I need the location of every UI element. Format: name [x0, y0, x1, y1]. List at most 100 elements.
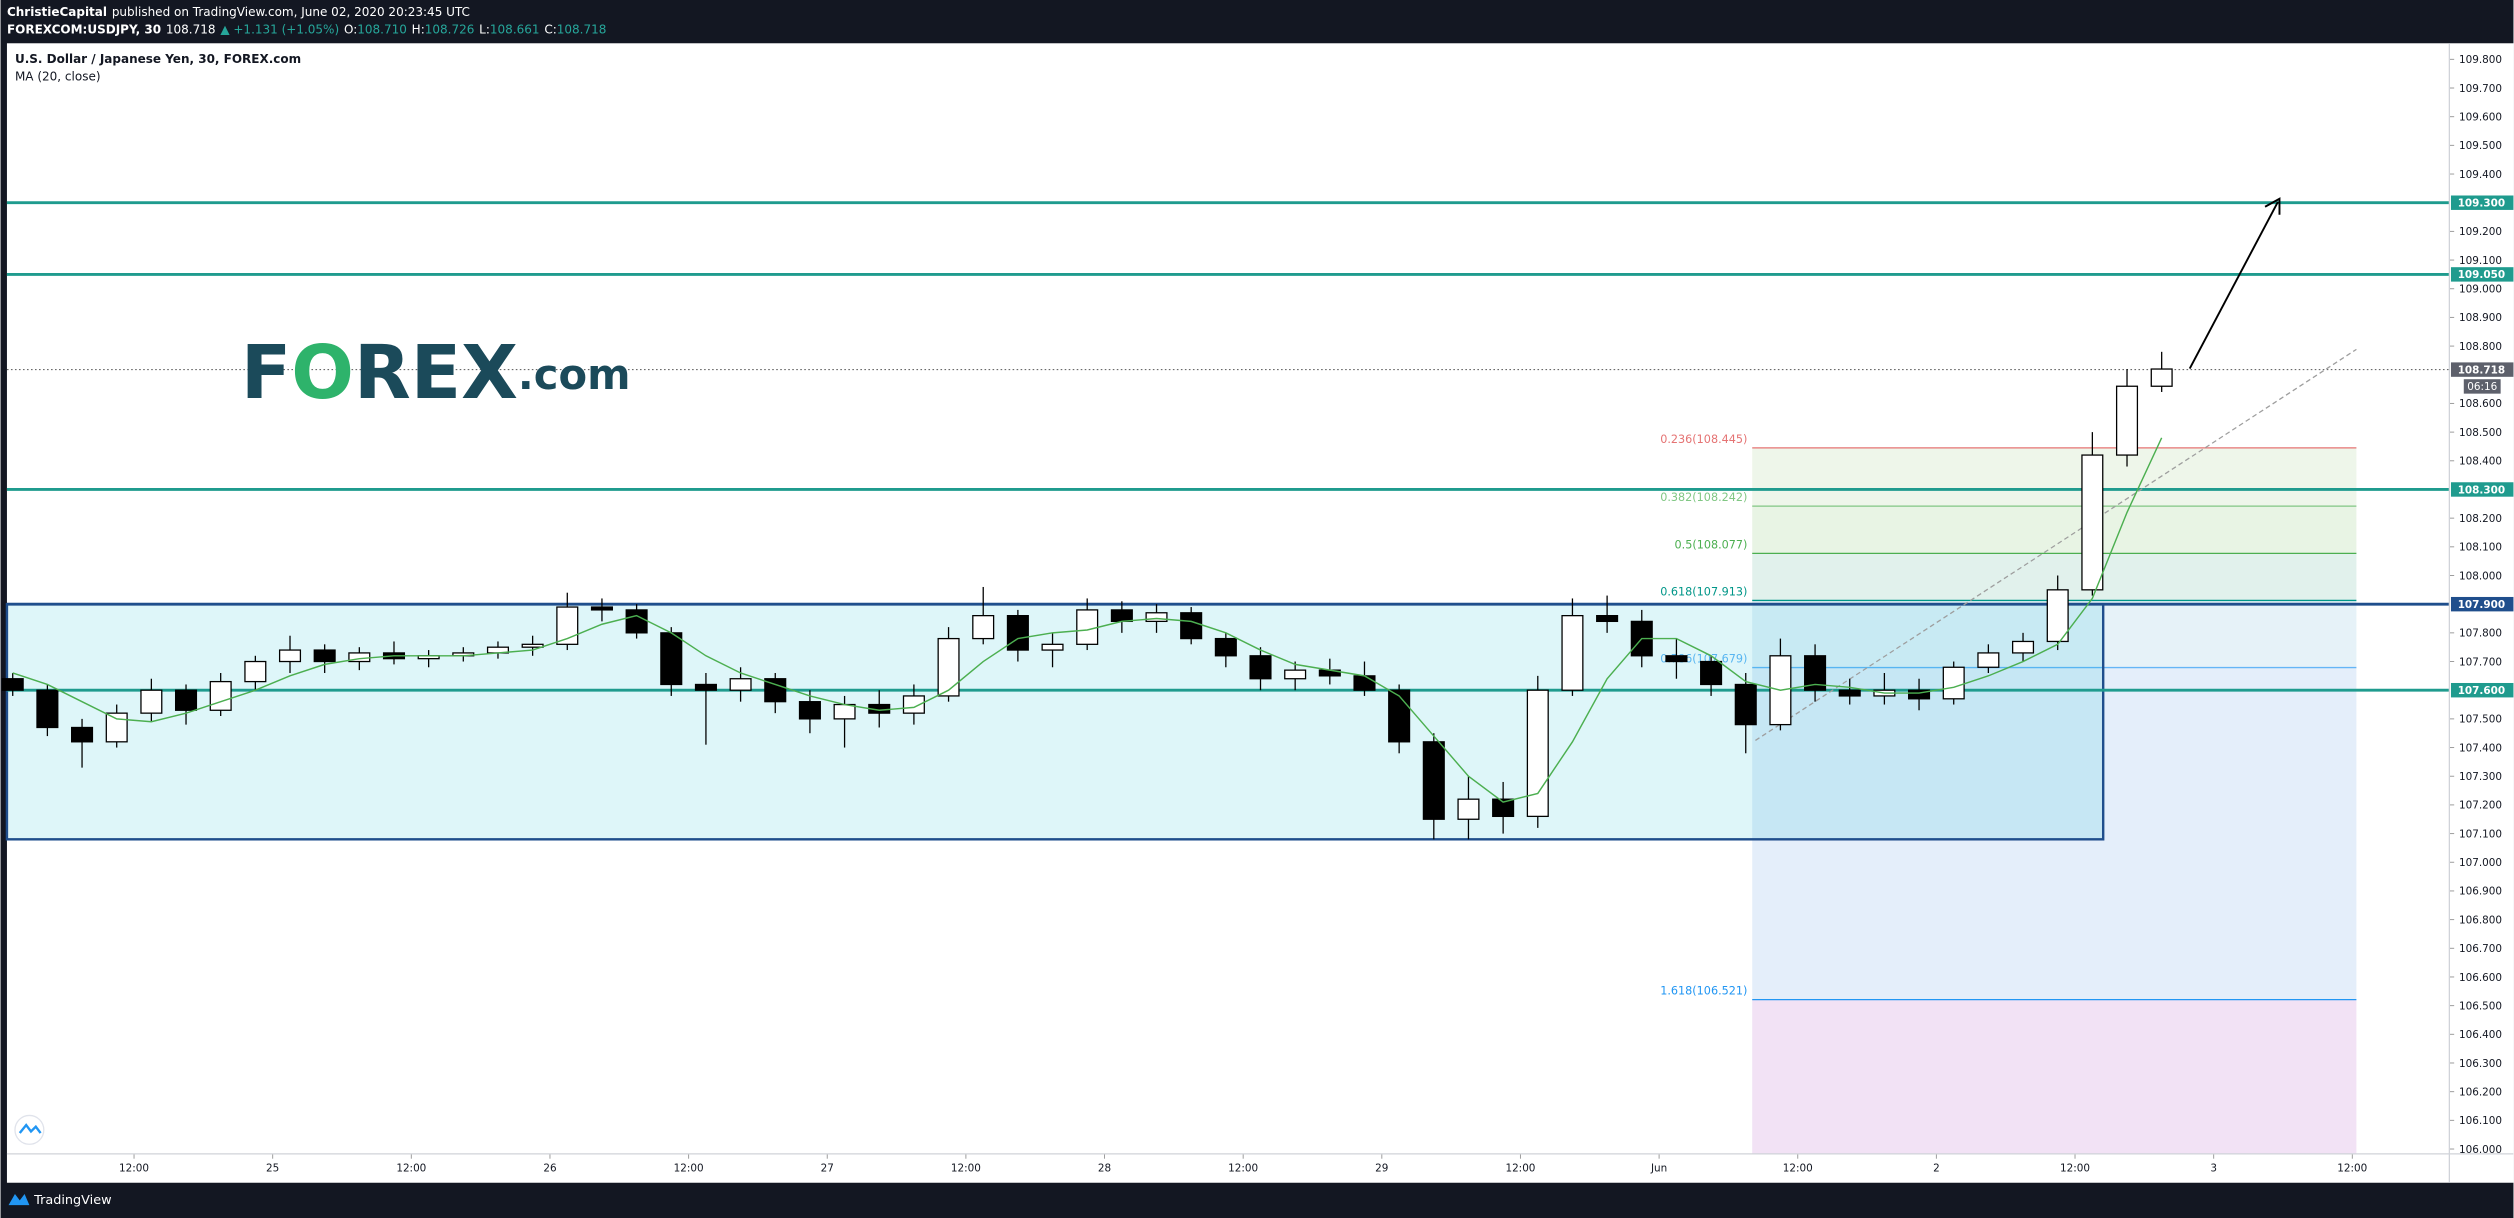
- y-tick-label: 108.000: [2459, 570, 2502, 582]
- x-tick-label: 12:00: [396, 1162, 426, 1174]
- change: ▲ +1.131 (+1.05%): [220, 22, 339, 36]
- symbol: FOREXCOM:USDJPY, 30: [7, 22, 161, 36]
- x-tick-label: 2: [1933, 1162, 1940, 1174]
- y-tick-label: 106.400: [2459, 1029, 2502, 1041]
- logo-part: .com: [518, 350, 631, 399]
- logo-part: O: [291, 331, 354, 416]
- candle-body: [902, 695, 925, 714]
- trend-line: [1755, 348, 2357, 741]
- y-tick-label: 106.600: [2459, 972, 2502, 984]
- candle-body: [2046, 589, 2069, 643]
- candle-body: [1249, 655, 1272, 680]
- x-tick-label: Jun: [1650, 1162, 1667, 1174]
- ohlc-key: H:: [412, 22, 425, 36]
- candle-body: [764, 678, 787, 703]
- candle-body: [1422, 741, 1445, 820]
- logo-button-icon: [18, 1123, 42, 1134]
- fib-label: 0.236(108.445): [1660, 433, 1747, 446]
- y-tick-label: 108.900: [2459, 312, 2502, 324]
- candle-body: [1145, 612, 1168, 623]
- y-tick-label: 107.700: [2459, 656, 2502, 668]
- x-tick-label: 12:00: [674, 1162, 704, 1174]
- candle-body: [140, 689, 163, 714]
- x-tick-label: 29: [1375, 1162, 1388, 1174]
- y-tick-label: 107.200: [2459, 800, 2502, 812]
- brand-icon: [8, 1193, 30, 1206]
- level-price-label: 108.300: [2458, 484, 2505, 496]
- candle-body: [937, 637, 960, 697]
- ohlc-key: L:: [479, 22, 490, 36]
- candle-body: [972, 615, 995, 640]
- ohlc-key: O:: [344, 22, 357, 36]
- candle-body: [1977, 652, 2000, 668]
- ohlc-value: 108.726: [425, 22, 475, 36]
- y-tick-label: 108.100: [2459, 542, 2502, 554]
- candle-body: [729, 678, 752, 691]
- y-tick-label: 106.300: [2459, 1058, 2502, 1070]
- candle-body: [694, 683, 717, 691]
- candle-body: [278, 649, 302, 663]
- y-tick-label: 107.300: [2459, 771, 2502, 783]
- candle-body: [1838, 689, 1861, 697]
- candle-body: [521, 643, 544, 648]
- candle-body: [1665, 655, 1688, 663]
- logo: FOREX.com: [241, 331, 631, 416]
- countdown: 06:16: [2467, 381, 2497, 393]
- candle-body: [36, 689, 59, 729]
- fib-label: 0.618(107.913): [1660, 585, 1747, 598]
- x-tick-label: 12:00: [1783, 1162, 1813, 1174]
- ma-line: [12, 437, 2163, 803]
- level-price-label: 109.300: [2458, 198, 2505, 210]
- candle-body: [1942, 666, 1965, 700]
- header-line: ChristieCapital published on TradingView.…: [7, 5, 470, 19]
- candle-body: [2011, 640, 2035, 654]
- y-tick-label: 108.500: [2459, 427, 2502, 439]
- countdown-box: [2463, 379, 2501, 394]
- candle-body: [1526, 689, 1549, 818]
- x-tick-label: 12:00: [951, 1162, 981, 1174]
- x-tick-label: 26: [543, 1162, 556, 1174]
- candle-body: [1700, 660, 1723, 686]
- y-tick-label: 108.600: [2459, 398, 2502, 410]
- indicator-label: MA (20, close): [15, 69, 101, 83]
- y-tick-label: 109.000: [2459, 284, 2502, 296]
- brand: TradingView: [33, 1193, 111, 1208]
- y-tick-label: 107.100: [2459, 828, 2502, 840]
- y-tick-label: 108.800: [2459, 341, 2502, 353]
- ohlc-key: C:: [544, 22, 556, 36]
- y-tick-label: 106.200: [2459, 1086, 2502, 1098]
- legend-title: U.S. Dollar / Japanese Yen, 30, FOREX.co…: [15, 52, 301, 66]
- candle-body: [1388, 689, 1411, 743]
- level-price-label: 107.600: [2458, 685, 2505, 697]
- candle-body: [1284, 669, 1307, 680]
- candle-body: [1041, 643, 1064, 651]
- candle-body: [1804, 655, 1827, 691]
- x-tick-label: 27: [821, 1162, 834, 1174]
- level-price-box: [2450, 682, 2514, 698]
- symbol-line: FOREXCOM:USDJPY, 30 108.718 ▲ +1.131 (+1.0…: [7, 22, 606, 36]
- x-tick-label: 25: [266, 1162, 279, 1174]
- level-price-box: [2450, 267, 2514, 282]
- level-price-box: [2450, 596, 2514, 612]
- fib-zone: [1752, 447, 2357, 507]
- candle-body: [1006, 615, 1029, 651]
- y-tick-label: 106.900: [2459, 886, 2502, 898]
- last-price-label: 108.718: [2458, 364, 2505, 376]
- last-price-box: [2450, 362, 2514, 377]
- candle-body: [1908, 689, 1931, 700]
- y-tick-label: 109.500: [2459, 140, 2502, 152]
- ohlc-value: 108.661: [490, 22, 540, 36]
- fib-label: 1.618(106.521): [1660, 985, 1747, 998]
- fib-label: 0.382(108.242): [1660, 491, 1747, 504]
- candle-body: [209, 680, 232, 711]
- price: 108.718: [166, 22, 216, 36]
- candle-body: [1596, 615, 1619, 623]
- candle-body: [105, 712, 128, 743]
- fib-label: 0.5(108.077): [1675, 538, 1748, 551]
- candle-body: [174, 689, 198, 711]
- candle-body: [660, 632, 683, 686]
- candle-body: [1214, 637, 1237, 657]
- candle-body: [590, 606, 613, 611]
- x-tick-label: 12:00: [2337, 1162, 2367, 1174]
